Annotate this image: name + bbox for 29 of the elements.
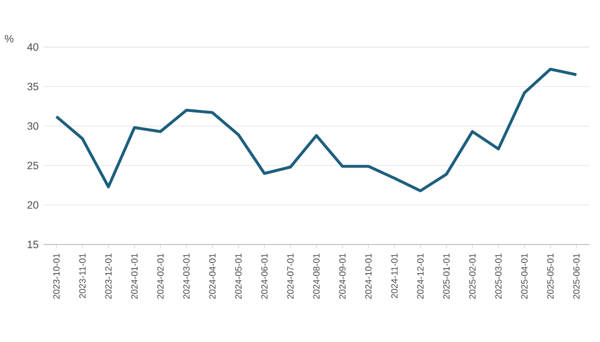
y-axis-title: % (4, 34, 14, 42)
y-tick-label: 30 (27, 122, 38, 130)
x-tick-label: 2024-05-01 (235, 254, 242, 299)
x-tick-label: 2024-03-01 (183, 254, 190, 299)
x-tick-label: 2023-11-01 (79, 254, 86, 298)
x-tick-label: 2023-10-01 (53, 254, 60, 299)
x-tick-label: 2025-02-01 (469, 254, 476, 299)
y-tick-label: 15 (28, 240, 38, 248)
x-tick-label: 2024-10-01 (365, 254, 372, 299)
y-tick-label: 20 (27, 201, 38, 209)
x-tick-label: 2025-03-01 (495, 254, 502, 299)
x-tick-label: 2024-12-01 (417, 254, 424, 299)
x-tick-label: 2025-06-01 (573, 254, 580, 299)
x-tick-label: 2024-04-01 (209, 254, 216, 299)
x-tick-label: 2024-08-01 (313, 254, 320, 299)
x-tick-label: 2024-11-01 (391, 254, 398, 298)
x-tick-label: 2024-07-01 (287, 254, 294, 299)
x-tick-label: 2025-01-01 (443, 254, 450, 299)
y-tick-label: 25 (27, 162, 38, 170)
x-tick-label: 2024-01-01 (131, 254, 138, 299)
x-tick-label: 2024-09-01 (339, 254, 346, 299)
line-series (54, 68, 578, 192)
x-tick-label: 2024-06-01 (261, 254, 268, 299)
y-tick-label: 40 (27, 43, 38, 51)
x-tick-label: 2024-02-01 (157, 254, 164, 299)
y-tick-label: 35 (27, 82, 38, 90)
x-tick-label: 2025-05-01 (547, 254, 554, 299)
x-tick-label: 2025-04-01 (521, 254, 528, 299)
x-tick-label: 2023-12-01 (105, 254, 112, 299)
